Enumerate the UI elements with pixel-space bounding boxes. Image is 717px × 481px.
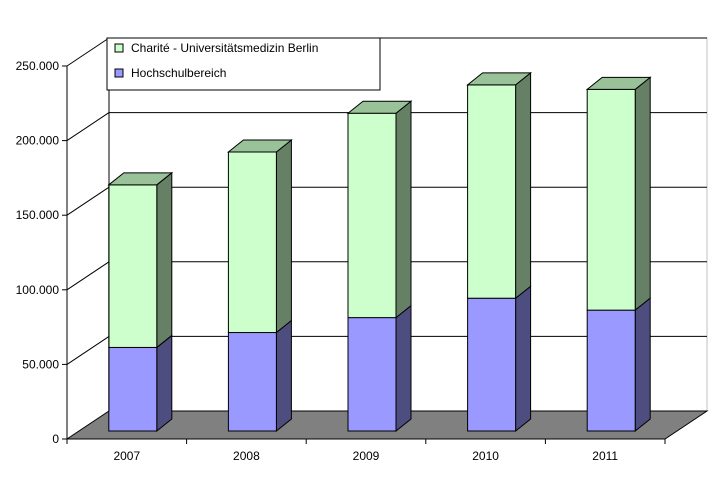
x-tick-label: 2011	[592, 449, 618, 463]
bar-2010-series-1	[467, 84, 517, 299]
y-tick-label: 100.000	[16, 283, 60, 297]
gridline-side	[66, 186, 110, 216]
bar-2008-series-0	[227, 332, 277, 432]
bar-side	[634, 297, 651, 433]
x-tick-label: 2008	[233, 449, 260, 463]
gridline-side	[66, 112, 110, 142]
bars	[107, 71, 652, 433]
y-tick-label: 150.000	[16, 208, 60, 222]
bar-2009-series-0	[347, 317, 397, 432]
legend-box	[106, 37, 381, 91]
bar-top	[585, 76, 652, 90]
bar-side	[395, 304, 412, 433]
x-tick-labels: 2007 2008 2009 2010 2011	[113, 449, 618, 463]
x-tick-label: 2007	[113, 449, 140, 463]
legend-label: Charité - Universitätsmedizin Berlin	[131, 41, 318, 55]
bar-side	[156, 171, 173, 349]
bar-side	[275, 138, 292, 334]
gridline-side	[66, 335, 110, 365]
bar-2007-series-1	[108, 184, 158, 348]
y-tick-label: 0	[52, 432, 59, 446]
gridline-side	[66, 37, 110, 67]
bar-side	[156, 334, 173, 433]
bar-top	[466, 72, 533, 86]
bar-side	[634, 76, 651, 312]
bar-2009-series-1	[347, 112, 397, 319]
bar-side	[395, 100, 412, 319]
bar-side	[275, 319, 292, 433]
legend-swatch	[114, 43, 124, 53]
bar-side	[515, 285, 532, 433]
legend: Charité - Universitätsmedizin Berlin Hoch…	[106, 37, 381, 91]
y-tick-label: 50.000	[22, 357, 59, 371]
x-tick-label: 2010	[472, 449, 499, 463]
bar-side	[515, 71, 532, 300]
bar-2010-series-0	[467, 297, 517, 432]
bar-2007-series-0	[108, 346, 158, 432]
bar-top	[346, 100, 413, 114]
y-tick-labels: 0 50.000 100.000 150.000 200.000 250.000	[16, 59, 60, 446]
legend-swatch	[114, 68, 124, 78]
gridline-side	[66, 261, 110, 291]
bar-2008-series-1	[227, 151, 277, 334]
bar-2011-series-1	[586, 88, 636, 311]
y-tick-label: 200.000	[16, 134, 60, 148]
axes	[62, 38, 666, 444]
legend-label: Hochschulbereich	[131, 66, 226, 80]
bar-2011-series-0	[586, 309, 636, 432]
y-tick-label: 250.000	[16, 59, 60, 73]
bar-top	[107, 172, 174, 186]
x-tick-label: 2009	[353, 449, 380, 463]
bar-top	[226, 139, 293, 153]
